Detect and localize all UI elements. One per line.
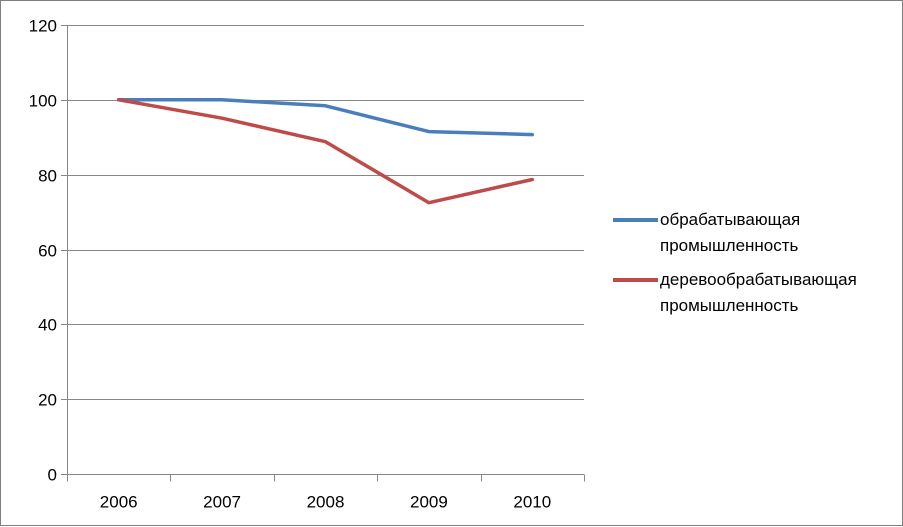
x-tick-label-2010: 2010 <box>513 493 551 512</box>
series-line-1 <box>119 100 533 203</box>
series-lines <box>119 100 533 203</box>
legend: обрабатывающая промышленность деревообра… <box>613 207 898 327</box>
legend-label-woodworking: деревообрабатывающая промышленность <box>660 267 900 319</box>
y-tick-label-100: 100 <box>29 92 57 111</box>
legend-label-manufacturing: обрабатывающая промышленность <box>660 207 900 259</box>
x-tick-label-2009: 2009 <box>410 493 448 512</box>
legend-swatch-woodworking <box>613 278 658 282</box>
x-tick-label-2006: 2006 <box>100 493 138 512</box>
y-tick-label-20: 20 <box>38 391 57 410</box>
x-tick-label-2007: 2007 <box>203 493 241 512</box>
legend-item-woodworking: деревообрабатывающая промышленность <box>613 267 898 327</box>
y-tick-label-120: 120 <box>29 17 57 36</box>
series-line-0 <box>119 100 533 135</box>
y-tick-label-80: 80 <box>38 167 57 186</box>
y-tick-label-60: 60 <box>38 242 57 261</box>
legend-item-manufacturing: обрабатывающая промышленность <box>613 207 898 267</box>
axes <box>61 25 585 482</box>
legend-swatch-manufacturing <box>613 218 658 222</box>
tick-labels: 0 20 40 60 80 100 120 2006 2007 2008 2009 2010 <box>29 17 552 512</box>
y-tick-label-40: 40 <box>38 316 57 335</box>
x-tick-label-2008: 2008 <box>307 493 345 512</box>
y-tick-label-0: 0 <box>48 466 57 485</box>
gridlines <box>67 26 584 400</box>
